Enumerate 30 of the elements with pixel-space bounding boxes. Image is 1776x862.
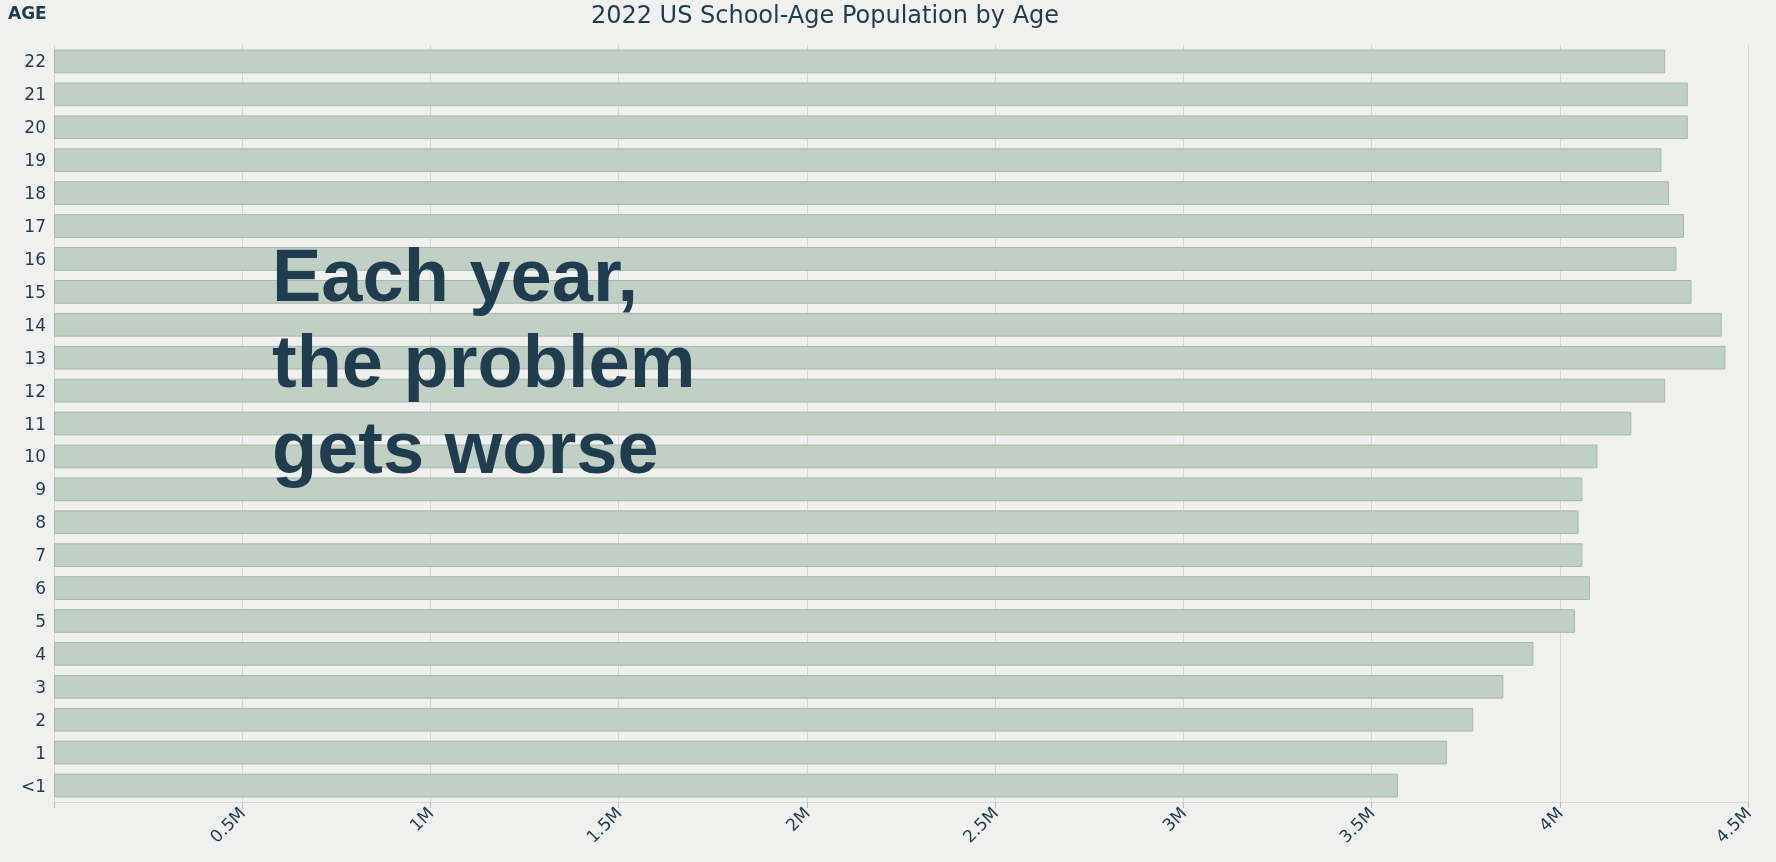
y-tick-label: 11 [24,413,46,434]
annotation: Each year, the problem gets worse [272,233,696,489]
y-tick-label: 4 [35,643,46,664]
y-tick-label: 10 [24,446,46,467]
x-tick-label: 2M [781,802,814,836]
y-tick-label: 7 [35,545,46,566]
y-tick-label: 8 [35,512,46,533]
y-tick-label: 20 [24,117,46,138]
y-tick-label: 12 [24,380,46,401]
y-tick-label: 14 [24,314,46,335]
y-tick-label: 5 [35,610,46,631]
y-tick-label: 19 [24,150,46,171]
y-tick-label: <1 [20,775,46,796]
y-tick-label: 1 [35,742,46,763]
y-tick-label: 18 [24,183,46,204]
y-axis-title: AGE [8,2,47,23]
y-tick-label: 15 [24,281,46,302]
y-tick-label: 17 [24,216,46,237]
y-tick-label: 3 [35,676,46,697]
y-tick-label: 13 [24,347,46,368]
y-tick-label: 9 [35,479,46,500]
y-tick-label: 2 [35,709,46,730]
x-tick-label: 3M [1158,802,1191,836]
y-tick-label: 21 [24,84,46,105]
y-tick-label: 6 [35,578,46,599]
x-tick-label: 4M [1534,802,1567,836]
y-tick-label: 16 [24,248,46,269]
chart-title: 2022 US School-Age Population by Age [590,1,1060,29]
y-tick-label: 22 [24,51,46,72]
x-tick-label: 1M [405,802,438,836]
